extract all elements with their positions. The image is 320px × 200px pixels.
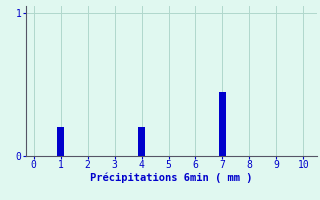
Bar	[138, 127, 145, 156]
Bar	[57, 127, 64, 156]
Bar	[219, 92, 226, 156]
X-axis label: Précipitations 6min ( mm ): Précipitations 6min ( mm )	[90, 173, 252, 183]
